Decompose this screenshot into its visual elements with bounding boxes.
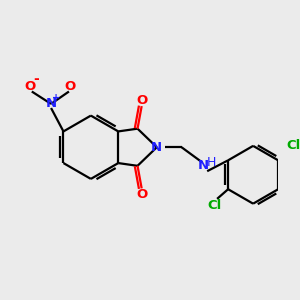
Text: N: N xyxy=(198,159,209,172)
Text: -: - xyxy=(34,72,39,86)
Text: O: O xyxy=(25,80,36,92)
Text: N: N xyxy=(46,98,57,110)
Text: N: N xyxy=(151,141,162,154)
Text: Cl: Cl xyxy=(286,139,300,152)
Text: O: O xyxy=(65,80,76,92)
Text: Cl: Cl xyxy=(207,199,221,212)
Text: +: + xyxy=(52,93,60,103)
Text: O: O xyxy=(136,94,147,106)
Text: H: H xyxy=(206,156,216,170)
Text: O: O xyxy=(136,188,147,201)
